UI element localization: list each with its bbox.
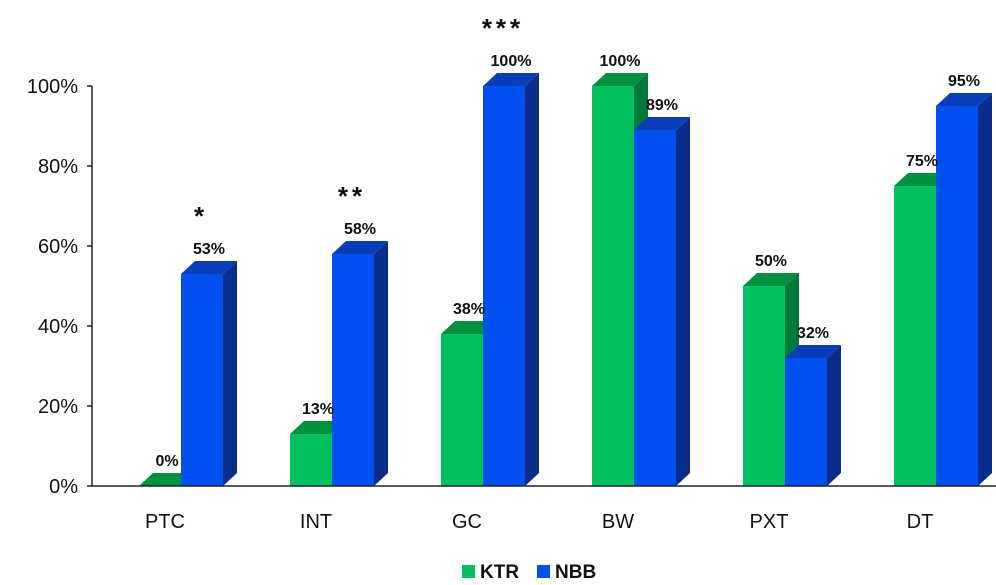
bar-nbb-bw xyxy=(634,117,690,486)
legend: KTR NBB xyxy=(462,562,596,583)
bar-nbb-int-top xyxy=(332,241,388,254)
legend-label-ktr: KTR xyxy=(480,562,519,583)
bar-nbb-int xyxy=(332,241,388,486)
data-label-nbb-gc: 100% xyxy=(491,53,532,70)
bar-nbb-ptc xyxy=(181,261,237,486)
x-tick-label-dt: DT xyxy=(907,511,934,533)
x-tick-label-int: INT xyxy=(300,511,332,533)
bar-ktr-bw-front xyxy=(592,86,634,486)
data-label-ktr-dt: 75% xyxy=(906,153,938,170)
bar-nbb-gc xyxy=(483,73,539,486)
bar-nbb-gc-top xyxy=(483,73,539,86)
bar-nbb-pxt xyxy=(785,345,841,486)
significance-marker-ptc: * xyxy=(194,201,208,231)
bar-nbb-ptc-side xyxy=(223,261,237,486)
x-tick-label-pxt: PXT xyxy=(750,511,789,533)
bar-nbb-pxt-top xyxy=(785,345,841,358)
bar-nbb-dt-side xyxy=(978,93,992,486)
bars xyxy=(139,73,992,486)
bar-nbb-int-side xyxy=(374,241,388,486)
y-tick-label: 40% xyxy=(38,316,78,338)
bar-ktr-bw-top xyxy=(592,73,648,86)
bar-nbb-ptc-top xyxy=(181,261,237,274)
x-tick-label-gc: GC xyxy=(452,511,482,533)
data-label-nbb-dt: 95% xyxy=(948,73,980,90)
bar-nbb-bw-side xyxy=(676,117,690,486)
y-tick-label: 0% xyxy=(49,476,78,498)
significance-marker-int: ** xyxy=(338,181,366,211)
legend-label-nbb: NBB xyxy=(555,562,596,583)
bar-nbb-dt-top xyxy=(936,93,992,106)
data-label-ktr-gc: 38% xyxy=(453,301,485,318)
bar-nbb-int-front xyxy=(332,254,374,486)
data-label-ktr-ptc: 0% xyxy=(155,453,178,470)
data-labels: 0% 53% * 13% 58% ** 38% 100% *** 100% 89% 50% 32% 75%… xyxy=(155,13,980,470)
data-label-ktr-pxt: 50% xyxy=(755,253,787,270)
bar-ktr-gc-front xyxy=(441,334,483,486)
y-axis: 0% 20% 40% 60% 80% 100% xyxy=(27,76,93,498)
bar-ktr-pxt-front xyxy=(743,286,785,486)
bar-nbb-bw-top xyxy=(634,117,690,130)
data-label-nbb-pxt: 32% xyxy=(797,325,829,342)
bar-ktr-dt-front xyxy=(894,186,936,486)
data-label-nbb-int: 58% xyxy=(344,221,376,238)
bar-nbb-pxt-side xyxy=(827,345,841,486)
legend-swatch-ktr xyxy=(462,565,475,578)
y-tick-label: 80% xyxy=(38,156,78,178)
y-tick-label: 20% xyxy=(38,396,78,418)
bar-nbb-ptc-front xyxy=(181,274,223,486)
bar-ktr-pxt-top xyxy=(743,273,799,286)
data-label-ktr-int: 13% xyxy=(302,401,334,418)
bar-nbb-bw-front xyxy=(634,130,676,486)
x-tick-label-ptc: PTC xyxy=(145,511,185,533)
data-label-nbb-bw: 89% xyxy=(646,97,678,114)
x-tick-label-bw: BW xyxy=(602,511,634,533)
bar-nbb-pxt-front xyxy=(785,358,827,486)
bar-nbb-gc-side xyxy=(525,73,539,486)
y-tick-label: 100% xyxy=(27,76,78,98)
data-label-ktr-bw: 100% xyxy=(600,53,641,70)
y-tick-label: 60% xyxy=(38,236,78,258)
x-axis: PTC INT GC BW PXT DT xyxy=(92,485,996,533)
bar-nbb-dt xyxy=(936,93,992,486)
bar-nbb-dt-front xyxy=(936,106,978,486)
significance-marker-gc: *** xyxy=(482,13,524,43)
bar-ktr-pxt xyxy=(743,273,799,486)
bar-ktr-int-front xyxy=(290,434,332,486)
legend-swatch-nbb xyxy=(537,565,550,578)
bar-nbb-gc-front xyxy=(483,86,525,486)
data-label-nbb-ptc: 53% xyxy=(193,241,225,258)
